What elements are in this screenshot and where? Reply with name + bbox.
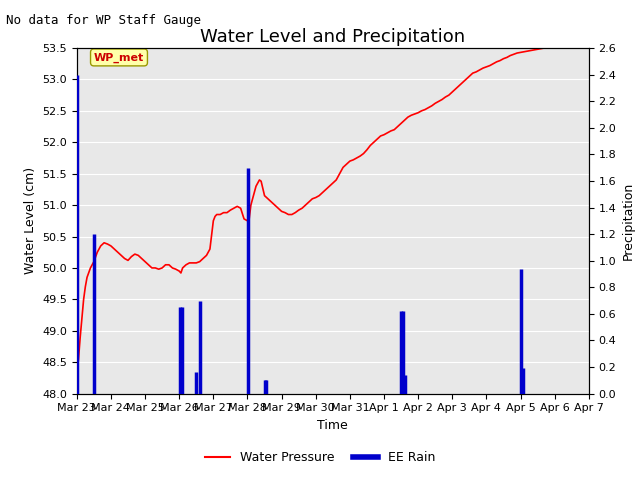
Y-axis label: Precipitation: Precipitation: [622, 181, 635, 260]
Text: No data for WP Staff Gauge: No data for WP Staff Gauge: [6, 14, 202, 27]
Legend: Water Pressure, EE Rain: Water Pressure, EE Rain: [200, 446, 440, 469]
Text: WP_met: WP_met: [94, 52, 144, 62]
X-axis label: Time: Time: [317, 419, 348, 432]
Y-axis label: Water Level (cm): Water Level (cm): [24, 167, 36, 275]
Title: Water Level and Precipitation: Water Level and Precipitation: [200, 28, 465, 47]
